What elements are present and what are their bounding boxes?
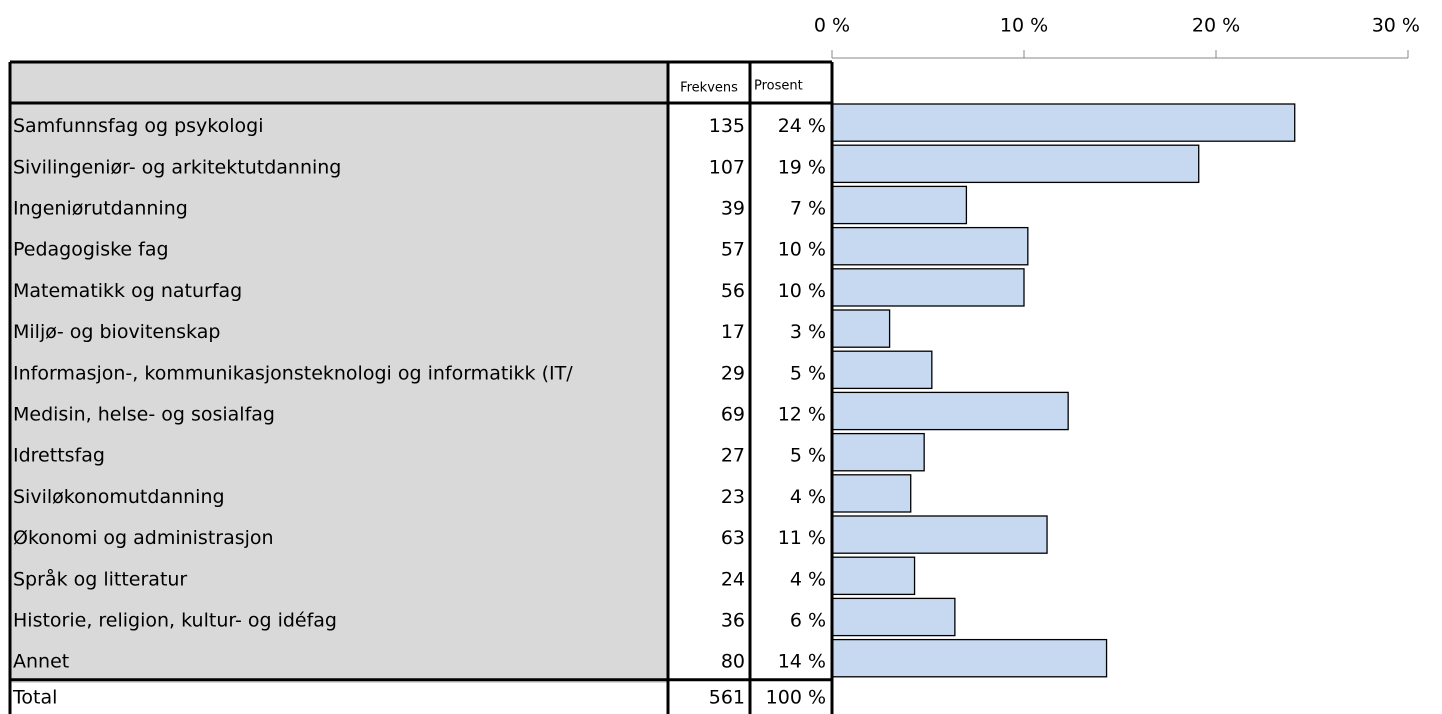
percent-label: 6 % <box>790 610 826 632</box>
frequency: 29 <box>721 362 745 384</box>
x-tick-label: 30 % <box>1372 15 1420 37</box>
bar <box>831 185 968 225</box>
total-frequency: 561 <box>709 686 745 708</box>
frequency: 69 <box>721 404 745 426</box>
bar <box>831 597 956 637</box>
frequency: 27 <box>721 445 745 467</box>
category-label: Idrettsfag <box>13 445 105 467</box>
percent-label: 19 % <box>778 156 826 178</box>
frequency: 23 <box>721 486 745 508</box>
bar <box>831 268 1025 307</box>
category-label: Språk og litteratur <box>13 567 187 590</box>
bar <box>831 144 1200 184</box>
percent-label: 3 % <box>790 321 826 343</box>
percent-label: 10 % <box>778 280 826 302</box>
x-tick-label: 10 % <box>1000 15 1048 37</box>
bar <box>831 391 1069 431</box>
category-label: Matematikk og naturfag <box>13 280 242 302</box>
percent-label: 10 % <box>778 239 826 261</box>
frequency: 135 <box>709 115 745 137</box>
bar <box>831 350 933 390</box>
frequency: 39 <box>721 198 745 220</box>
bar <box>831 309 891 348</box>
category-label: Sivilingeniør- og arkitektutdanning <box>13 156 341 178</box>
bar <box>831 432 925 472</box>
frequency: 80 <box>721 651 745 673</box>
bar <box>831 474 912 513</box>
frequency: 107 <box>709 156 745 178</box>
category-label: Informasjon-, kommunikasjonsteknologi og… <box>13 362 573 384</box>
total-percent: 100 % <box>766 686 826 708</box>
category-label: Medisin, helse- og sosialfag <box>13 404 275 426</box>
frequency: 56 <box>721 280 745 302</box>
category-label: Pedagogiske fag <box>13 239 169 261</box>
bar <box>831 638 1108 678</box>
percent-label: 5 % <box>790 362 826 384</box>
category-label: Miljø- og biovitenskap <box>13 321 220 343</box>
category-label: Historie, religion, kultur- og idéfag <box>13 610 337 632</box>
percent-header: Prosent <box>754 79 803 94</box>
percent-label: 24 % <box>778 115 826 137</box>
percent-label: 5 % <box>790 445 826 467</box>
category-label: Samfunnsfag og psykologi <box>13 115 263 137</box>
bar <box>831 556 916 596</box>
x-tick-label: 20 % <box>1192 15 1240 37</box>
frequency-header: Frekvens <box>680 81 738 96</box>
label-column-bg <box>10 62 668 683</box>
category-label: Økonomi og administrasjon <box>13 527 274 549</box>
frequency: 24 <box>721 568 745 590</box>
percent-label: 7 % <box>790 198 826 220</box>
total-label: Total <box>12 686 57 708</box>
percent-label: 4 % <box>790 568 826 590</box>
percent-label: 11 % <box>778 527 826 549</box>
category-label: Annet <box>13 651 69 673</box>
category-label: Ingeniørutdanning <box>13 198 188 220</box>
category-label: Siviløkonomutdanning <box>13 486 225 508</box>
percent-label: 14 % <box>778 651 826 673</box>
percent-label: 12 % <box>778 404 826 426</box>
bar <box>831 226 1029 266</box>
bar <box>831 103 1296 142</box>
bar <box>831 515 1048 554</box>
percent-label: 4 % <box>790 486 826 508</box>
frequency: 36 <box>721 610 745 632</box>
x-tick-label: 0 % <box>814 15 850 37</box>
frequency: 57 <box>721 239 745 261</box>
frequency: 63 <box>721 527 745 549</box>
frequency: 17 <box>721 321 745 343</box>
